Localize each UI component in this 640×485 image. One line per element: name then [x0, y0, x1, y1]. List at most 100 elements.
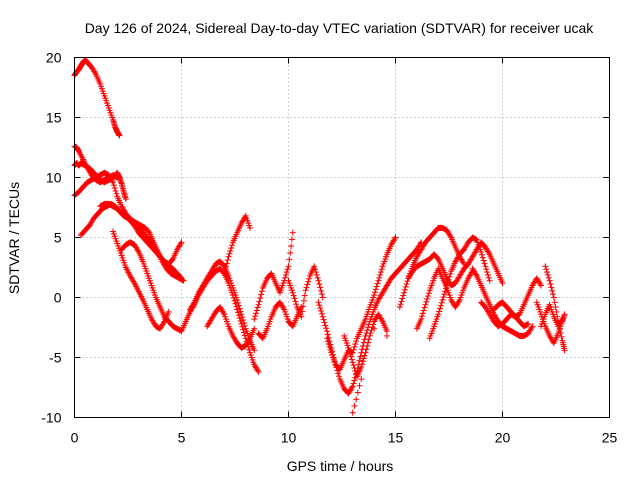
data-point — [280, 305, 287, 312]
data-point — [239, 323, 246, 330]
data-point — [240, 329, 247, 336]
data-point — [350, 346, 357, 353]
data-point — [234, 296, 241, 303]
data-point — [282, 271, 289, 278]
data-point — [317, 305, 324, 312]
data-point — [237, 318, 244, 325]
y-tick-label: 15 — [46, 110, 62, 126]
data-point — [223, 260, 230, 267]
data-point — [399, 295, 406, 302]
data-point — [484, 269, 491, 276]
data-point — [241, 322, 248, 329]
series-arc-1 — [71, 56, 123, 139]
data-point — [112, 187, 119, 194]
data-point — [321, 319, 328, 326]
data-point — [253, 307, 260, 314]
data-point — [258, 288, 265, 295]
data-point — [311, 263, 318, 270]
data-point — [346, 347, 353, 354]
data-point — [366, 332, 373, 339]
x-tick-label: 15 — [388, 430, 404, 446]
data-point — [235, 312, 242, 319]
data-point — [235, 302, 242, 309]
data-point — [485, 274, 492, 281]
data-point — [561, 347, 568, 354]
data-point — [252, 313, 259, 320]
data-point — [392, 234, 399, 241]
data-point — [359, 358, 366, 365]
data-point — [361, 352, 368, 359]
data-point — [238, 320, 245, 327]
data-point — [240, 317, 247, 324]
data-point — [558, 333, 565, 340]
data-point — [455, 298, 462, 305]
data-point — [312, 266, 319, 273]
data-point — [544, 269, 551, 276]
data-point — [557, 330, 564, 337]
data-point — [356, 382, 363, 389]
data-point — [234, 306, 241, 313]
data-point — [550, 294, 557, 301]
data-point — [317, 284, 324, 291]
data-point — [327, 346, 334, 353]
data-point — [550, 291, 557, 298]
data-point — [378, 266, 385, 273]
data-point — [365, 336, 372, 343]
data-point — [291, 295, 298, 302]
data-point — [347, 353, 354, 360]
data-point — [349, 359, 356, 366]
data-point — [227, 247, 234, 254]
data-point — [318, 287, 325, 294]
data-point — [251, 325, 258, 332]
series-arc-23 — [426, 234, 493, 342]
data-point — [122, 196, 129, 203]
data-point — [425, 293, 432, 300]
data-point — [220, 309, 227, 316]
data-point — [324, 331, 331, 338]
data-point — [353, 338, 360, 345]
data-point — [401, 289, 408, 296]
data-point — [544, 271, 551, 278]
y-tick-label: 20 — [46, 50, 62, 66]
y-tick-label: 10 — [46, 170, 62, 186]
data-point — [425, 290, 432, 297]
data-point — [472, 271, 479, 278]
data-point — [233, 303, 240, 310]
data-point — [377, 269, 384, 276]
data-point — [178, 239, 185, 246]
data-point — [256, 298, 263, 305]
data-point — [234, 309, 241, 316]
data-point — [439, 296, 446, 303]
data-points — [71, 56, 568, 416]
data-point — [292, 298, 299, 305]
data-point — [360, 355, 367, 362]
data-point — [538, 282, 545, 289]
data-point — [401, 286, 408, 293]
data-point — [443, 285, 450, 292]
x-tick-label: 25 — [602, 430, 618, 446]
axis-ticks: 0 5 10 15 20 25 -10 -5 0 5 10 15 20 — [41, 50, 617, 446]
data-point — [315, 277, 322, 284]
data-point — [547, 281, 554, 288]
series-arc-12 — [221, 212, 253, 277]
data-point — [362, 349, 369, 356]
data-point — [282, 274, 289, 281]
data-point — [525, 320, 532, 327]
series-arc-11 — [204, 304, 258, 351]
data-point — [419, 310, 426, 317]
data-point — [359, 361, 366, 368]
data-point — [177, 240, 184, 247]
data-point — [480, 257, 487, 264]
data-point — [365, 339, 372, 346]
data-point — [420, 307, 427, 314]
data-point — [367, 330, 374, 337]
data-point — [255, 368, 262, 375]
data-point — [110, 182, 117, 189]
data-point — [372, 286, 379, 293]
data-point — [313, 271, 320, 278]
data-point — [325, 341, 332, 348]
data-point — [300, 297, 307, 304]
data-point — [391, 235, 398, 242]
data-point — [318, 310, 325, 317]
